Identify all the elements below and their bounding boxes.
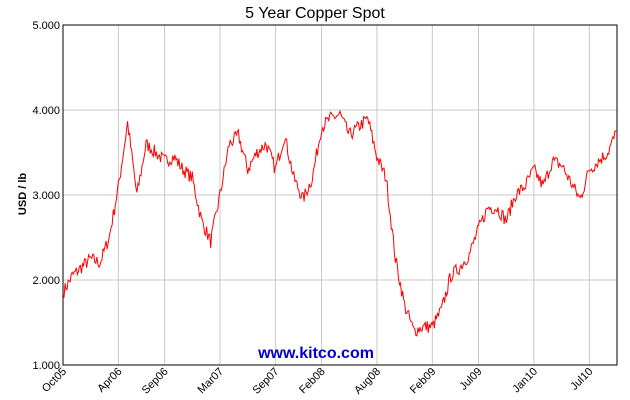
y-tick-label: 3.000 [32, 190, 60, 202]
plot-frame [62, 24, 618, 366]
x-tick-label: Jul10 [568, 366, 595, 393]
chart-title: 5 Year Copper Spot [245, 5, 385, 22]
x-tick-label: Feb09 [408, 366, 439, 397]
y-tick-label: 2.000 [32, 275, 60, 287]
x-tick-label: Sep07 [251, 366, 282, 397]
x-tick-label: Jan10 [510, 366, 540, 396]
x-tick-label: Sep06 [140, 366, 171, 397]
x-tick-label: Jul09 [458, 366, 485, 393]
x-tick-label: Mar07 [196, 366, 227, 397]
series-line-copper [62, 109, 618, 337]
y-tick-label: 4.000 [32, 105, 60, 117]
y-axis-label: USD / lb [17, 173, 29, 215]
watermark-text: www.kitco.com [257, 345, 374, 362]
x-tick-labels: Oct05 Apr06 Sep06 Mar07 Sep07 Feb08 Aug08 Feb09… [40, 366, 596, 397]
y-tick-label: 5.000 [32, 20, 60, 32]
y-tick-labels: 1.000 2.000 3.000 4.000 5.000 [32, 20, 60, 372]
x-tick-label: Aug08 [352, 366, 383, 397]
x-tick-label: Apr06 [95, 366, 124, 395]
y-tick-label: 1.000 [32, 360, 60, 372]
grid-lines [62, 24, 617, 366]
x-tick-label: Feb08 [297, 366, 328, 397]
